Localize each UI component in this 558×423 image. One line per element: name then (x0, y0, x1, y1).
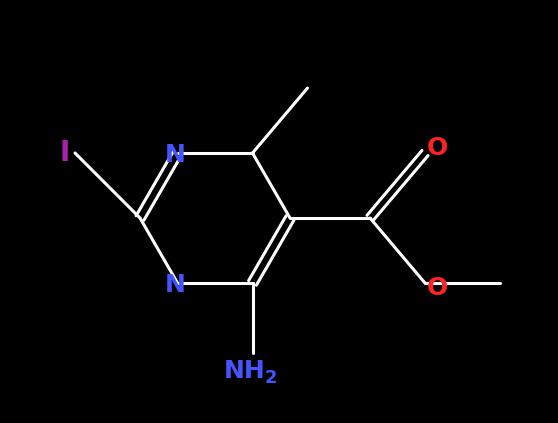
Text: O: O (426, 136, 448, 160)
Text: N: N (165, 143, 186, 167)
Text: 2: 2 (264, 369, 277, 387)
Text: NH: NH (224, 359, 266, 383)
Text: O: O (426, 276, 448, 300)
Text: N: N (165, 273, 186, 297)
Text: I: I (60, 139, 70, 167)
